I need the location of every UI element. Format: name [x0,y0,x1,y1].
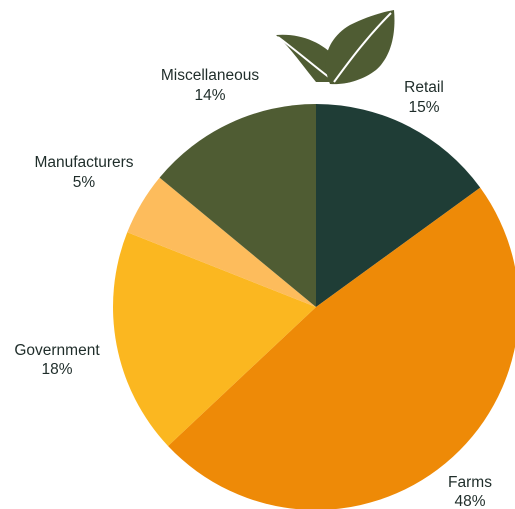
slice-label-farms: Farms [448,474,492,491]
pie-slice-manufacturers [127,177,316,307]
slice-label-government: Government [14,342,100,359]
pie-labels: Retail 15% Farms 48% Government 18% Manu… [14,67,492,509]
leaf-icon [276,10,395,85]
slice-label-manufacturers: Manufacturers [34,154,133,171]
pie-slice-government [113,232,316,446]
slice-value-miscellaneous: 14% [194,87,225,104]
slice-value-retail: 15% [408,99,439,116]
slice-label-miscellaneous: Miscellaneous [161,67,259,84]
pie-slices [113,104,515,509]
slice-value-manufacturers: 5% [73,174,96,191]
pie-slice-farms [168,187,515,509]
pie-slice-retail [316,104,481,307]
slice-value-government: 18% [41,361,72,378]
slice-value-farms: 48% [454,493,485,509]
slice-label-retail: Retail [404,79,444,96]
pie-slice-miscellaneous [159,104,316,307]
